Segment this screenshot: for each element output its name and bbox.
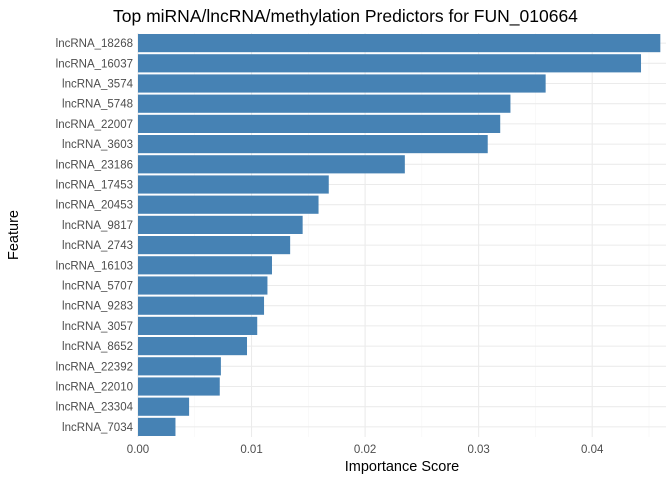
x-tick-label: 0.01 <box>240 444 262 456</box>
y-tick-labels: lncRNA_18268 lncRNA_16037 lncRNA_3574 lncRN… <box>56 38 134 434</box>
y-axis-title: Feature <box>6 210 22 260</box>
x-tick-label: 0.04 <box>581 444 604 456</box>
y-tick-label: lncRNA_17453 <box>56 180 133 192</box>
y-tick-label: lncRNA_2743 <box>62 240 133 252</box>
bar-lncRNA_7034 <box>138 417 176 436</box>
bars <box>138 34 661 436</box>
y-tick-label: lncRNA_5707 <box>62 281 133 293</box>
x-tick-labels: 0.00 0.01 0.02 0.03 0.04 <box>127 444 604 456</box>
bar-lncRNA_5707 <box>138 276 268 295</box>
x-tick-label: 0.03 <box>467 444 489 456</box>
bar-lncRNA_22007 <box>138 114 501 133</box>
y-tick-label: lncRNA_3574 <box>62 79 134 91</box>
y-tick-label: lncRNA_8652 <box>62 341 133 353</box>
chart-title: Top miRNA/lncRNA/methylation Predictors … <box>113 6 578 27</box>
y-tick-label: lncRNA_22010 <box>56 382 133 394</box>
bar-lncRNA_23186 <box>138 155 405 174</box>
bar-lncRNA_8652 <box>138 337 248 356</box>
y-tick-label: lncRNA_16037 <box>56 58 133 70</box>
bar-lncRNA_23304 <box>138 397 190 416</box>
bar-lncRNA_3057 <box>138 316 258 335</box>
bar-lncRNA_22392 <box>138 357 221 376</box>
y-tick-label: lncRNA_16103 <box>56 260 133 272</box>
bar-lncRNA_16103 <box>138 256 272 275</box>
y-tick-label: lncRNA_23304 <box>56 402 134 414</box>
y-tick-label: lncRNA_3603 <box>62 139 133 151</box>
y-tick-label: lncRNA_3057 <box>62 321 133 333</box>
x-axis-title: Importance Score <box>345 459 459 475</box>
y-tick-label: lncRNA_20453 <box>56 200 133 212</box>
y-tick-label: lncRNA_22007 <box>56 119 133 131</box>
y-tick-label: lncRNA_9283 <box>62 301 133 313</box>
y-tick-label: lncRNA_18268 <box>56 38 133 50</box>
y-tick-label: lncRNA_23186 <box>56 159 133 171</box>
bar-lncRNA_22010 <box>138 377 220 396</box>
bar-lncRNA_2743 <box>138 236 291 255</box>
bar-lncRNA_17453 <box>138 175 329 194</box>
bar-lncRNA_9817 <box>138 215 303 234</box>
y-tick-label: lncRNA_9817 <box>62 220 133 232</box>
y-tick-label: lncRNA_22392 <box>56 361 133 373</box>
grid <box>137 33 666 437</box>
bar-lncRNA_9283 <box>138 296 265 315</box>
bar-lncRNA_20453 <box>138 195 319 214</box>
bar-lncRNA_3574 <box>138 74 546 93</box>
bar-lncRNA_3603 <box>138 135 488 154</box>
y-tick-label: lncRNA_7034 <box>62 422 134 434</box>
bar-lncRNA_16037 <box>138 54 642 73</box>
x-tick-label: 0.00 <box>127 444 149 456</box>
x-tick-label: 0.02 <box>354 444 376 456</box>
y-tick-label: lncRNA_5748 <box>62 99 133 111</box>
bar-lncRNA_18268 <box>138 34 661 53</box>
bar-lncRNA_5748 <box>138 94 511 113</box>
